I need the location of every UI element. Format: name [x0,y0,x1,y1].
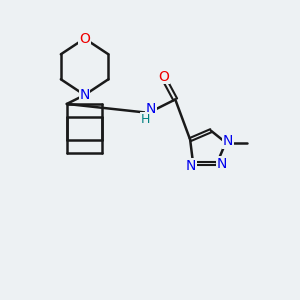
Text: N: N [185,159,196,173]
Text: N: N [80,88,90,102]
Text: N: N [146,102,156,116]
Text: N: N [217,157,227,171]
Text: H: H [140,113,150,126]
Text: O: O [79,32,90,46]
Text: N: N [223,134,233,148]
Text: O: O [158,70,169,84]
